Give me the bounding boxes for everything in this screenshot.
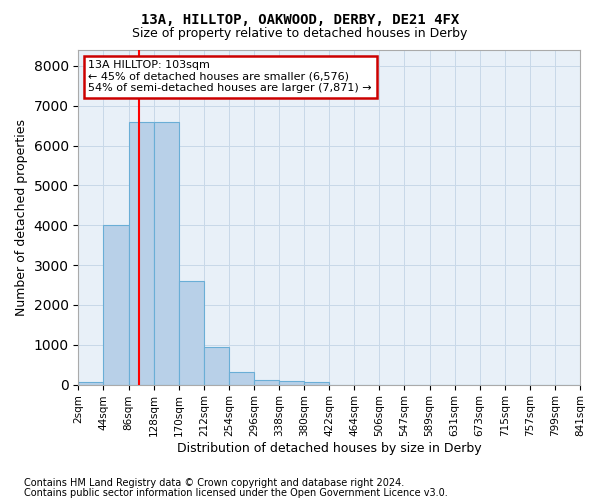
Bar bbox=[128, 122, 154, 384]
Bar bbox=[179, 281, 204, 384]
Text: Contains public sector information licensed under the Open Government Licence v3: Contains public sector information licen… bbox=[24, 488, 448, 498]
Bar bbox=[154, 122, 179, 384]
Bar bbox=[254, 380, 279, 384]
X-axis label: Distribution of detached houses by size in Derby: Distribution of detached houses by size … bbox=[177, 442, 482, 455]
Text: 13A HILLTOP: 103sqm
← 45% of detached houses are smaller (6,576)
54% of semi-det: 13A HILLTOP: 103sqm ← 45% of detached ho… bbox=[88, 60, 372, 93]
Y-axis label: Number of detached properties: Number of detached properties bbox=[15, 119, 28, 316]
Bar bbox=[279, 382, 304, 384]
Text: Contains HM Land Registry data © Crown copyright and database right 2024.: Contains HM Land Registry data © Crown c… bbox=[24, 478, 404, 488]
Text: Size of property relative to detached houses in Derby: Size of property relative to detached ho… bbox=[133, 28, 467, 40]
Bar bbox=[304, 382, 329, 384]
Bar bbox=[229, 372, 254, 384]
Bar bbox=[204, 347, 229, 385]
Bar bbox=[103, 226, 128, 384]
Text: 13A, HILLTOP, OAKWOOD, DERBY, DE21 4FX: 13A, HILLTOP, OAKWOOD, DERBY, DE21 4FX bbox=[141, 12, 459, 26]
Bar bbox=[79, 382, 103, 384]
